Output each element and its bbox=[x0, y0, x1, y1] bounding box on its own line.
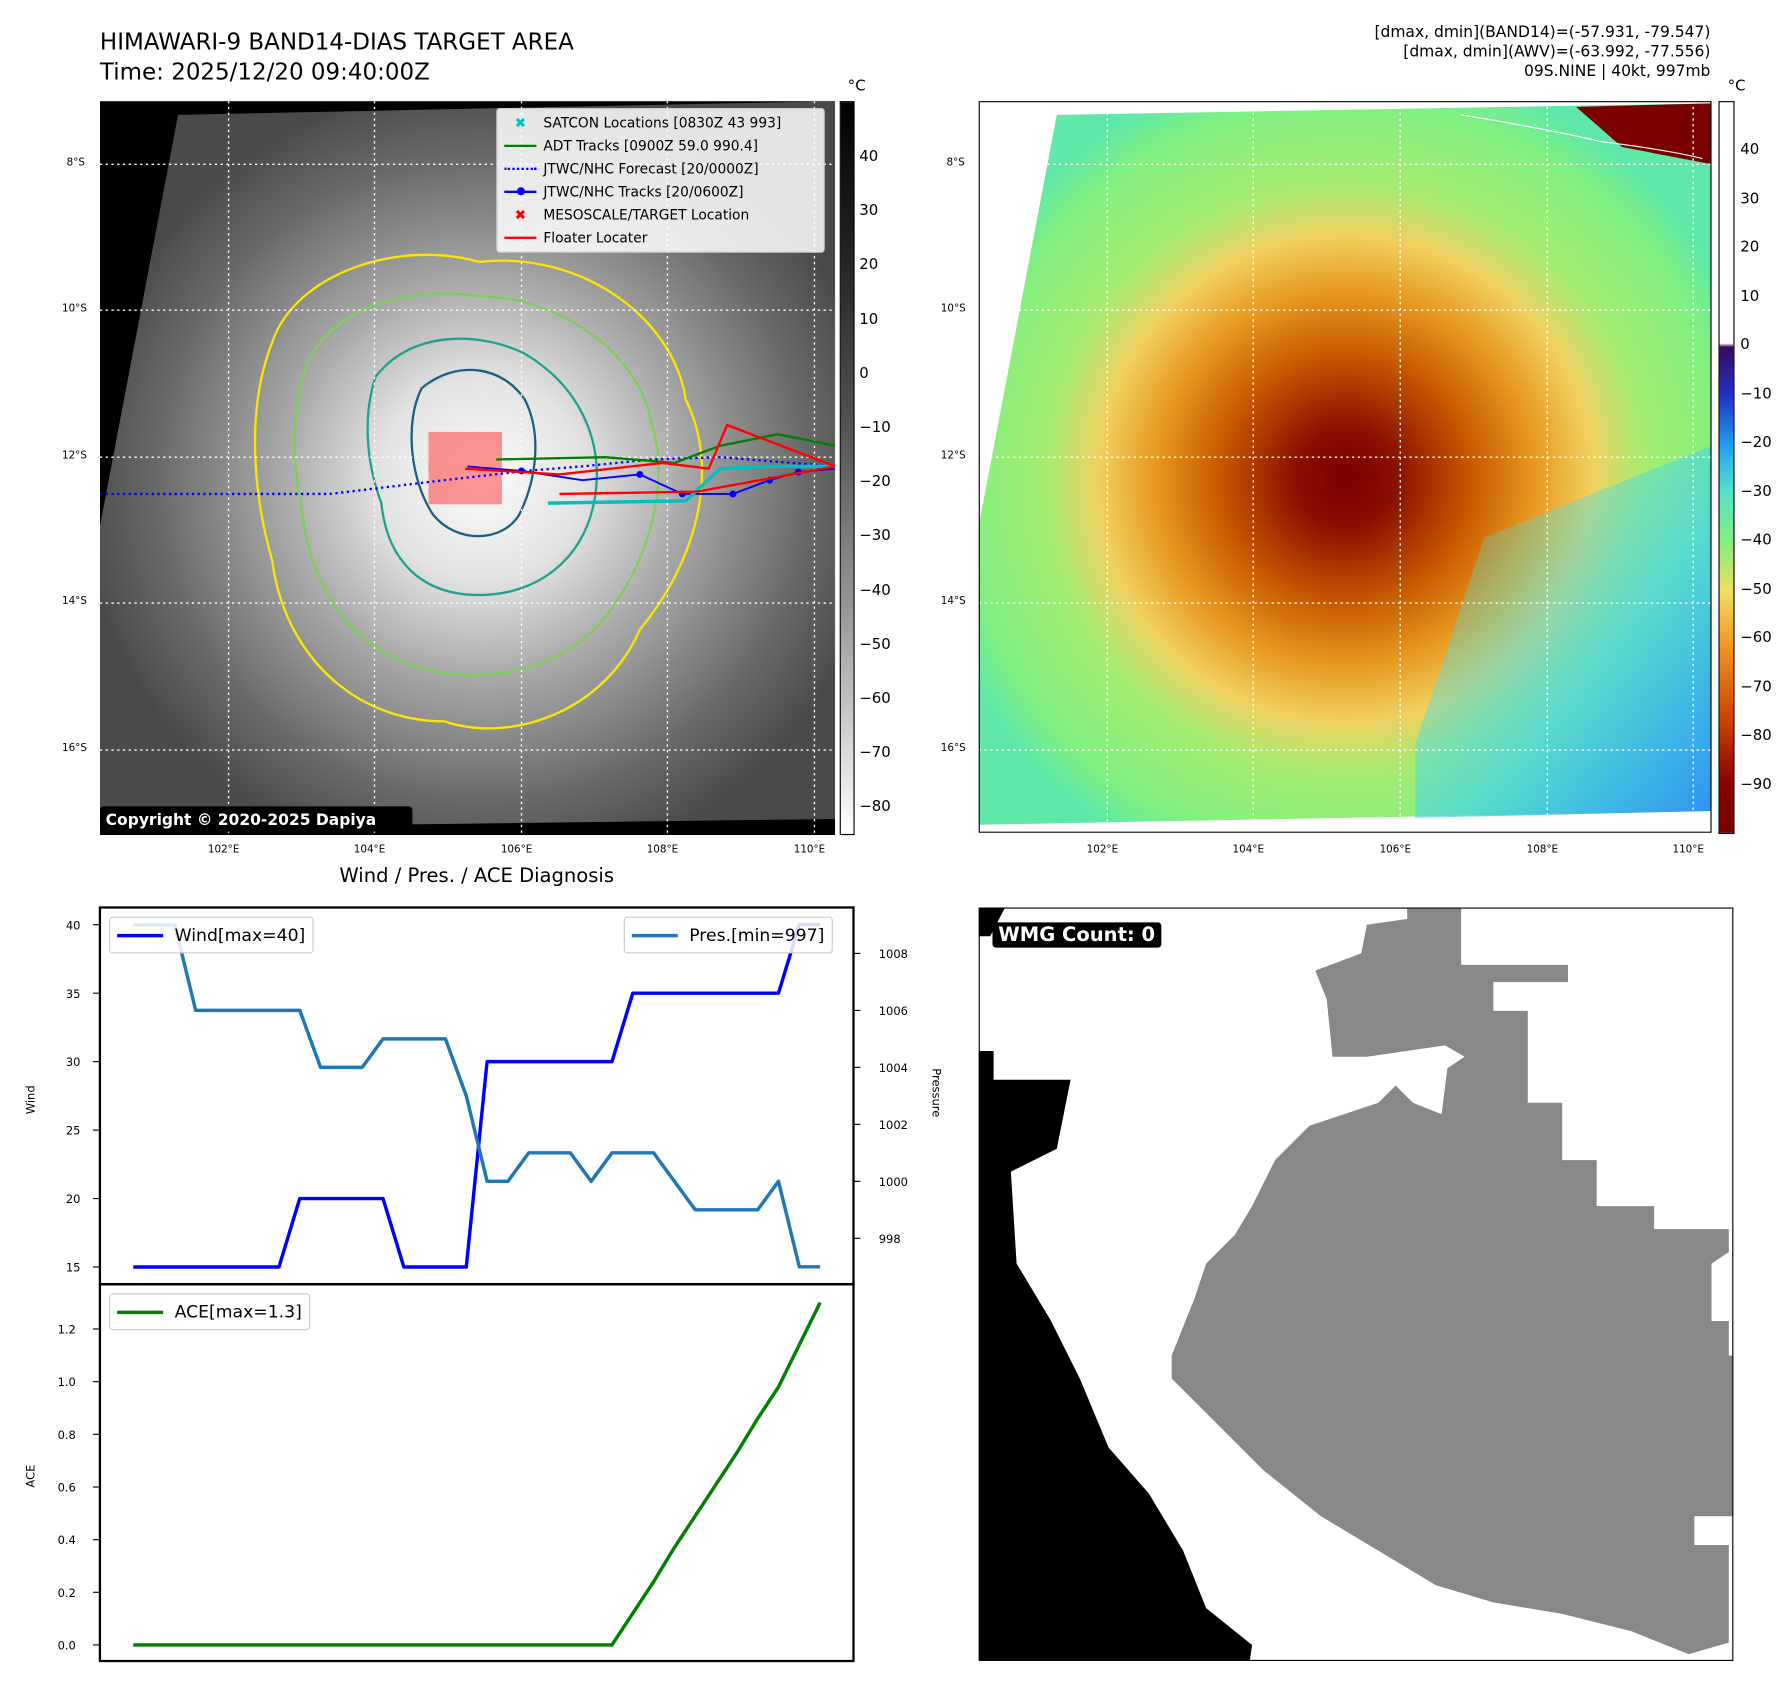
cross-marker-icon: ✖ bbox=[514, 206, 527, 223]
wmg-panel bbox=[978, 907, 1734, 1662]
satcon-track bbox=[547, 464, 836, 505]
colorbar-tick: −90 bbox=[1740, 775, 1772, 794]
colorbar-tick: −10 bbox=[1740, 385, 1772, 403]
cross-marker-icon: ✖ bbox=[514, 114, 527, 131]
pressure-tick-label: 998 bbox=[879, 1232, 901, 1246]
ace-tick-label: 1.0 bbox=[58, 1375, 76, 1389]
wind-axis-label: Wind bbox=[25, 1085, 38, 1115]
ace-tick-label: 0.6 bbox=[58, 1481, 76, 1495]
legend-jtwc-forecast: JTWC/NHC Forecast [20/0000Z] bbox=[497, 157, 823, 180]
pressure-line bbox=[133, 923, 821, 1269]
wmg-region bbox=[1171, 907, 1734, 1655]
left-panel-time: Time: 2025/12/20 09:40:00Z bbox=[99, 57, 430, 86]
colorbar-tick: 30 bbox=[1740, 190, 1760, 208]
colorbar-tick: −60 bbox=[1740, 629, 1772, 647]
colorbar-tick: 30 bbox=[859, 202, 879, 220]
colorbar-tick: 0 bbox=[1740, 336, 1750, 354]
copyright-badge: Copyright © 2020-2025 Dapiya bbox=[102, 809, 380, 831]
right-panel-info: [dmax, dmin](BAND14)=(-57.931, -79.547) … bbox=[1374, 23, 1710, 82]
line-swatch-icon bbox=[117, 933, 164, 937]
ace-tick-label: 0.4 bbox=[58, 1533, 76, 1547]
colorbar-tick: −80 bbox=[859, 798, 891, 817]
track-legend: ✖ SATCON Locations [0830Z 43 993] ADT Tra… bbox=[496, 107, 825, 253]
pressure-tick-label: 1000 bbox=[879, 1175, 908, 1189]
colorbar-tick: 20 bbox=[859, 256, 879, 274]
colorbar-tick: 20 bbox=[1740, 238, 1760, 257]
colorbar-tick: −20 bbox=[1740, 434, 1772, 452]
wind-tick-label: 20 bbox=[66, 1192, 81, 1206]
colorbar-tick: 40 bbox=[1740, 141, 1760, 159]
wind-legend: Wind[max=40] bbox=[109, 916, 314, 954]
wind-tick-label: 15 bbox=[66, 1261, 81, 1275]
line-swatch-icon bbox=[631, 933, 678, 937]
diagnosis-chart: 15 20 25 30 35 40 998 1000 1002 1004 1006 1008 0.0 0.… bbox=[58, 906, 908, 1663]
left-colorbar bbox=[839, 101, 855, 836]
colorbar-tick: −70 bbox=[1740, 678, 1772, 696]
legend-adt: ADT Tracks [0900Z 59.0 990.4] bbox=[497, 134, 823, 157]
pressure-tick-label: 1002 bbox=[879, 1118, 908, 1132]
colorbar-tick: −70 bbox=[859, 744, 891, 762]
colorbar-tick: −30 bbox=[1740, 483, 1772, 501]
dotted-line-icon bbox=[497, 167, 543, 171]
pressure-tick-label: 1006 bbox=[879, 1004, 908, 1018]
left-panel-title: HIMAWARI-9 BAND14-DIAS TARGET AREA bbox=[99, 27, 574, 56]
right-colorbar-unit: °C bbox=[1727, 78, 1746, 96]
line-swatch-icon bbox=[497, 144, 543, 148]
line-dot-icon bbox=[497, 187, 543, 196]
ace-tick-label: 0.8 bbox=[58, 1428, 76, 1442]
colorbar-tick: −40 bbox=[859, 581, 891, 600]
ace-axis-label: ACE bbox=[25, 1464, 38, 1488]
jtwc-forecast-track bbox=[99, 456, 836, 496]
colorbar-tick: −80 bbox=[1740, 727, 1772, 745]
wind-tick-label: 25 bbox=[66, 1124, 81, 1138]
wind-tick-label: 35 bbox=[66, 987, 81, 1001]
info-awv: [dmax, dmin](AWV)=(-63.992, -77.556) bbox=[1403, 42, 1711, 61]
awv-map bbox=[978, 101, 1712, 833]
wmg-count-badge: WMG Count: 0 bbox=[992, 922, 1161, 948]
legend-floater: Floater Locater bbox=[497, 226, 823, 249]
wind-line bbox=[133, 922, 821, 1269]
colorbar-tick: 0 bbox=[859, 365, 869, 383]
left-colorbar-unit: °C bbox=[847, 78, 866, 96]
adt-track bbox=[496, 433, 836, 465]
colorbar-tick: −40 bbox=[1740, 531, 1772, 550]
floater-track bbox=[465, 423, 836, 496]
pressure-tick-label: 1004 bbox=[879, 1061, 908, 1075]
colorbar-tick: 10 bbox=[1740, 287, 1760, 305]
colorbar-tick: 40 bbox=[859, 148, 879, 166]
legend-mesoscale: ✖ MESOSCALE/TARGET Location bbox=[497, 203, 823, 226]
wind-tick-label: 40 bbox=[66, 918, 81, 932]
legend-satcon: ✖ SATCON Locations [0830Z 43 993] bbox=[497, 111, 823, 134]
ace-legend: ACE[max=1.3] bbox=[109, 1293, 310, 1331]
colorbar-tick: −50 bbox=[859, 636, 891, 654]
colorbar-tick: −20 bbox=[859, 473, 891, 491]
ace-tick-label: 1.2 bbox=[58, 1323, 76, 1337]
wind-axes-frame bbox=[98, 906, 855, 1286]
pressure-legend: Pres.[min=997] bbox=[623, 916, 833, 954]
colorbar-tick: −10 bbox=[859, 419, 891, 437]
colorbar-tick: −50 bbox=[1740, 580, 1772, 598]
pressure-tick-label: 1008 bbox=[879, 947, 908, 961]
info-storm: 09S.NINE | 40kt, 997mb bbox=[1524, 62, 1711, 81]
colorbar-tick: −60 bbox=[859, 690, 891, 708]
wind-tick-label: 30 bbox=[66, 1055, 81, 1069]
legend-jtwc-tracks: JTWC/NHC Tracks [20/0600Z] bbox=[497, 180, 823, 203]
pressure-axis-label: Pressure bbox=[929, 1068, 942, 1118]
right-colorbar bbox=[1718, 101, 1735, 834]
diagnosis-title: Wind / Pres. / ACE Diagnosis bbox=[339, 864, 615, 888]
ace-line bbox=[133, 1301, 822, 1647]
land-mask bbox=[978, 1051, 1253, 1662]
line-swatch-icon bbox=[497, 236, 543, 239]
colorbar-tick: 10 bbox=[859, 310, 879, 329]
ace-tick-label: 0.0 bbox=[58, 1639, 76, 1653]
line-swatch-icon bbox=[117, 1310, 164, 1314]
ace-tick-label: 0.2 bbox=[58, 1586, 76, 1600]
ace-axes-frame bbox=[98, 1283, 855, 1663]
colorbar-tick: −30 bbox=[859, 527, 891, 545]
info-band14: [dmax, dmin](BAND14)=(-57.931, -79.547) bbox=[1374, 22, 1711, 42]
